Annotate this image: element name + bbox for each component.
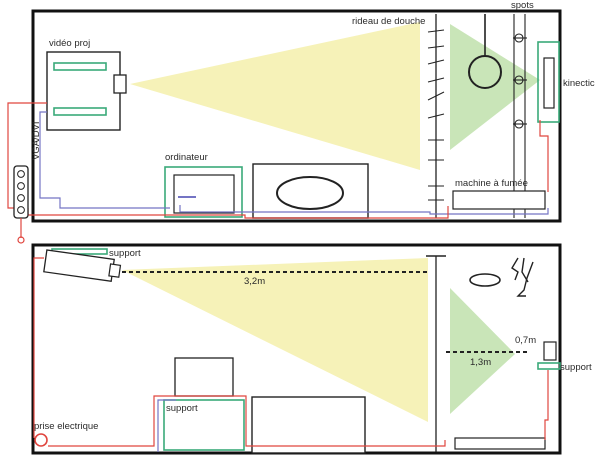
top-view-room	[31, 9, 562, 223]
spots-rail	[513, 14, 527, 218]
kinect-device	[543, 57, 555, 109]
projector-body-top	[46, 51, 121, 131]
hanging-ball	[468, 55, 502, 89]
detection-zone-top	[450, 24, 540, 150]
computer-outline	[164, 166, 243, 218]
power-strip	[13, 165, 29, 219]
projector-side	[43, 249, 122, 282]
smoke-machine-side	[454, 437, 546, 450]
label-support-top: support	[109, 248, 141, 259]
power-outlet-side	[34, 433, 48, 447]
cables-side	[33, 257, 549, 452]
bathtub-side	[251, 396, 366, 454]
label-machine: machine à fumée	[455, 178, 528, 189]
kinect-side	[543, 341, 557, 361]
label-vga: VGA/DVI	[31, 121, 42, 160]
power-plug	[17, 236, 25, 244]
label-0-7m: 0,7m	[515, 335, 536, 346]
kinect-support-side	[537, 362, 561, 370]
label-kinectic: kinectic	[563, 78, 595, 89]
projector-lens-top	[113, 74, 127, 94]
curtain-ticks	[427, 29, 445, 201]
label-1-3m: 1,3m	[470, 357, 491, 368]
support-table-side	[163, 399, 245, 451]
kinect-outline	[537, 41, 560, 123]
computer-side	[174, 357, 234, 397]
smoke-machine	[452, 190, 546, 210]
spots-side	[511, 257, 534, 297]
projector-mount-1	[53, 62, 107, 71]
label-support-right: support	[560, 362, 592, 373]
label-ordinateur: ordinateur	[165, 152, 208, 163]
label-3-2m: 3,2m	[244, 276, 265, 287]
computer-device	[173, 174, 235, 214]
projection-cone-side	[122, 258, 428, 422]
label-video-proj: vidéo proj	[49, 38, 90, 49]
bathtub-basin	[276, 176, 344, 210]
label-prise: prise electrique	[34, 421, 98, 432]
label-support-bottom: support	[166, 403, 198, 414]
label-rideau: rideau de douche	[352, 16, 425, 27]
hanging-ball-side	[469, 273, 501, 287]
projection-cone-top	[130, 22, 420, 170]
projector-mount-2	[53, 107, 107, 116]
label-spots: spots	[511, 0, 534, 11]
